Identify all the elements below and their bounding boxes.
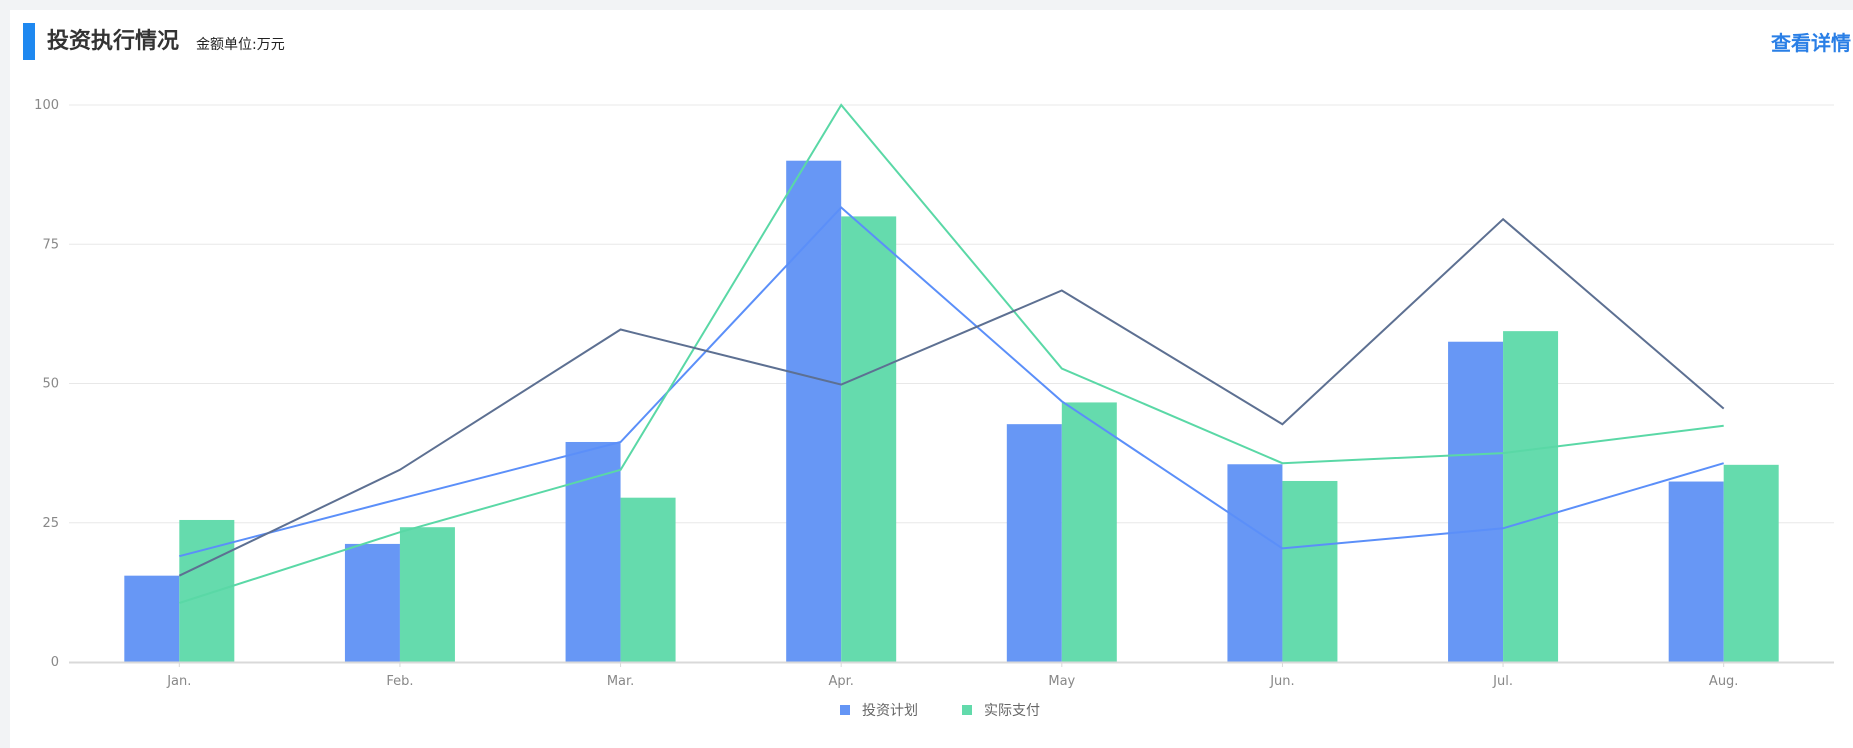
bar[interactable] (1723, 464, 1779, 662)
view-details-link[interactable]: 查看详情 (1771, 31, 1851, 55)
bar[interactable] (1061, 402, 1117, 662)
x-tick-label: Mar. (607, 674, 634, 689)
unit-label: 金额单位:万元 (196, 37, 285, 53)
legend-swatch-plan-icon (840, 705, 850, 715)
bar[interactable] (399, 527, 455, 662)
x-tick-label: Feb. (386, 674, 413, 689)
bar[interactable] (124, 575, 180, 662)
legend-item-plan[interactable]: 投资计划 (830, 700, 918, 720)
bar[interactable] (841, 216, 897, 662)
y-tick-label: 100 (34, 98, 59, 113)
bar[interactable] (1227, 464, 1283, 662)
y-tick-label: 50 (42, 377, 59, 392)
chart-lines (178, 103, 1725, 604)
card-title: 投资执行情况 (47, 29, 180, 54)
legend-label-actual: 实际支付 (984, 703, 1040, 719)
chart-gridlines (69, 104, 1834, 524)
bar[interactable] (1282, 480, 1338, 662)
title-accent-bar (23, 23, 35, 60)
bar[interactable] (620, 497, 676, 662)
y-tick-label: 25 (42, 516, 59, 531)
y-axis: 0 25 50 75 100 (34, 98, 59, 670)
line-series[interactable] (178, 217, 1725, 577)
x-tick-label: May (1048, 674, 1075, 689)
y-tick-label: 75 (42, 237, 59, 252)
bar[interactable] (1503, 331, 1559, 662)
legend-swatch-actual-icon (962, 705, 972, 715)
x-tick-label: Apr. (828, 674, 853, 689)
x-tick-label: Jun. (1269, 674, 1294, 689)
bar[interactable] (565, 441, 621, 662)
x-axis: Jan. Feb. Mar. Apr. May Jun. Jul. Aug. (69, 661, 1834, 689)
bar[interactable] (1668, 481, 1724, 662)
bar[interactable] (344, 543, 400, 662)
chart-bars (124, 160, 1779, 662)
legend-item-actual[interactable]: 实际支付 (952, 700, 1040, 720)
bar[interactable] (786, 160, 842, 662)
legend-label-plan: 投资计划 (862, 703, 918, 719)
line-series[interactable] (178, 103, 1724, 604)
bar[interactable] (1006, 424, 1062, 662)
chart-legend: 投资计划 实际支付 (830, 699, 1074, 721)
x-tick-label: Jan. (166, 674, 191, 689)
y-tick-label: 0 (51, 655, 59, 670)
bar[interactable] (179, 519, 235, 662)
x-tick-label: Jul. (1492, 674, 1513, 689)
line-series[interactable] (179, 206, 1724, 558)
bar[interactable] (1448, 341, 1504, 662)
x-tick-label: Aug. (1709, 674, 1739, 689)
